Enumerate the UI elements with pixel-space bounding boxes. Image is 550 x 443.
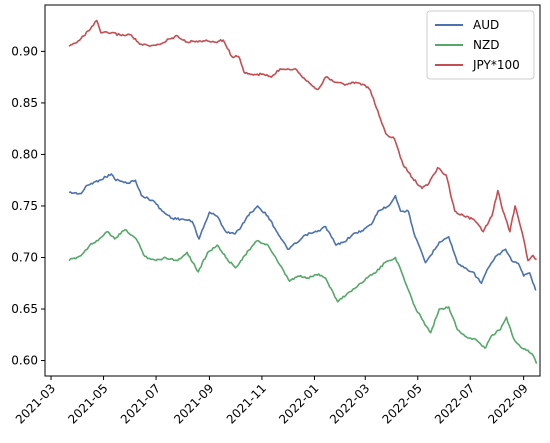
x-tick-label: 2021-05 xyxy=(65,381,110,426)
legend-label: JPY*100 xyxy=(472,58,520,72)
x-tick-label: 2022-07 xyxy=(432,381,477,426)
legend-box xyxy=(426,10,535,80)
legend-label: AUD xyxy=(473,18,499,32)
x-tick-label: 2022-09 xyxy=(485,381,530,426)
x-tick-label: 2022-03 xyxy=(327,381,372,426)
series-line-nzd xyxy=(68,228,538,364)
series-line-jpy-100 xyxy=(68,19,537,262)
y-tick-label: 0.70 xyxy=(11,250,38,264)
x-tick-label: 2021-11 xyxy=(224,381,269,426)
y-tick-label: 0.85 xyxy=(11,96,38,110)
plot-frame xyxy=(44,4,541,377)
x-tick-label: 2021-07 xyxy=(118,381,163,426)
y-tick-label: 0.80 xyxy=(11,147,38,161)
legend-label: NZD xyxy=(473,38,499,52)
x-tick-label: 2021-09 xyxy=(171,381,216,426)
x-tick-label: 2021-03 xyxy=(13,381,58,426)
series-line-aud xyxy=(68,173,537,291)
x-tick-label: 2022-05 xyxy=(380,381,425,426)
y-tick-label: 0.75 xyxy=(11,199,38,213)
plot-area xyxy=(68,19,538,364)
y-tick-label: 0.60 xyxy=(11,354,38,368)
y-tick-label: 0.90 xyxy=(11,44,38,58)
x-tick-label: 2022-01 xyxy=(276,381,321,426)
y-tick-label: 0.65 xyxy=(11,302,38,316)
legend: AUD NZD JPY*100 xyxy=(426,10,535,80)
